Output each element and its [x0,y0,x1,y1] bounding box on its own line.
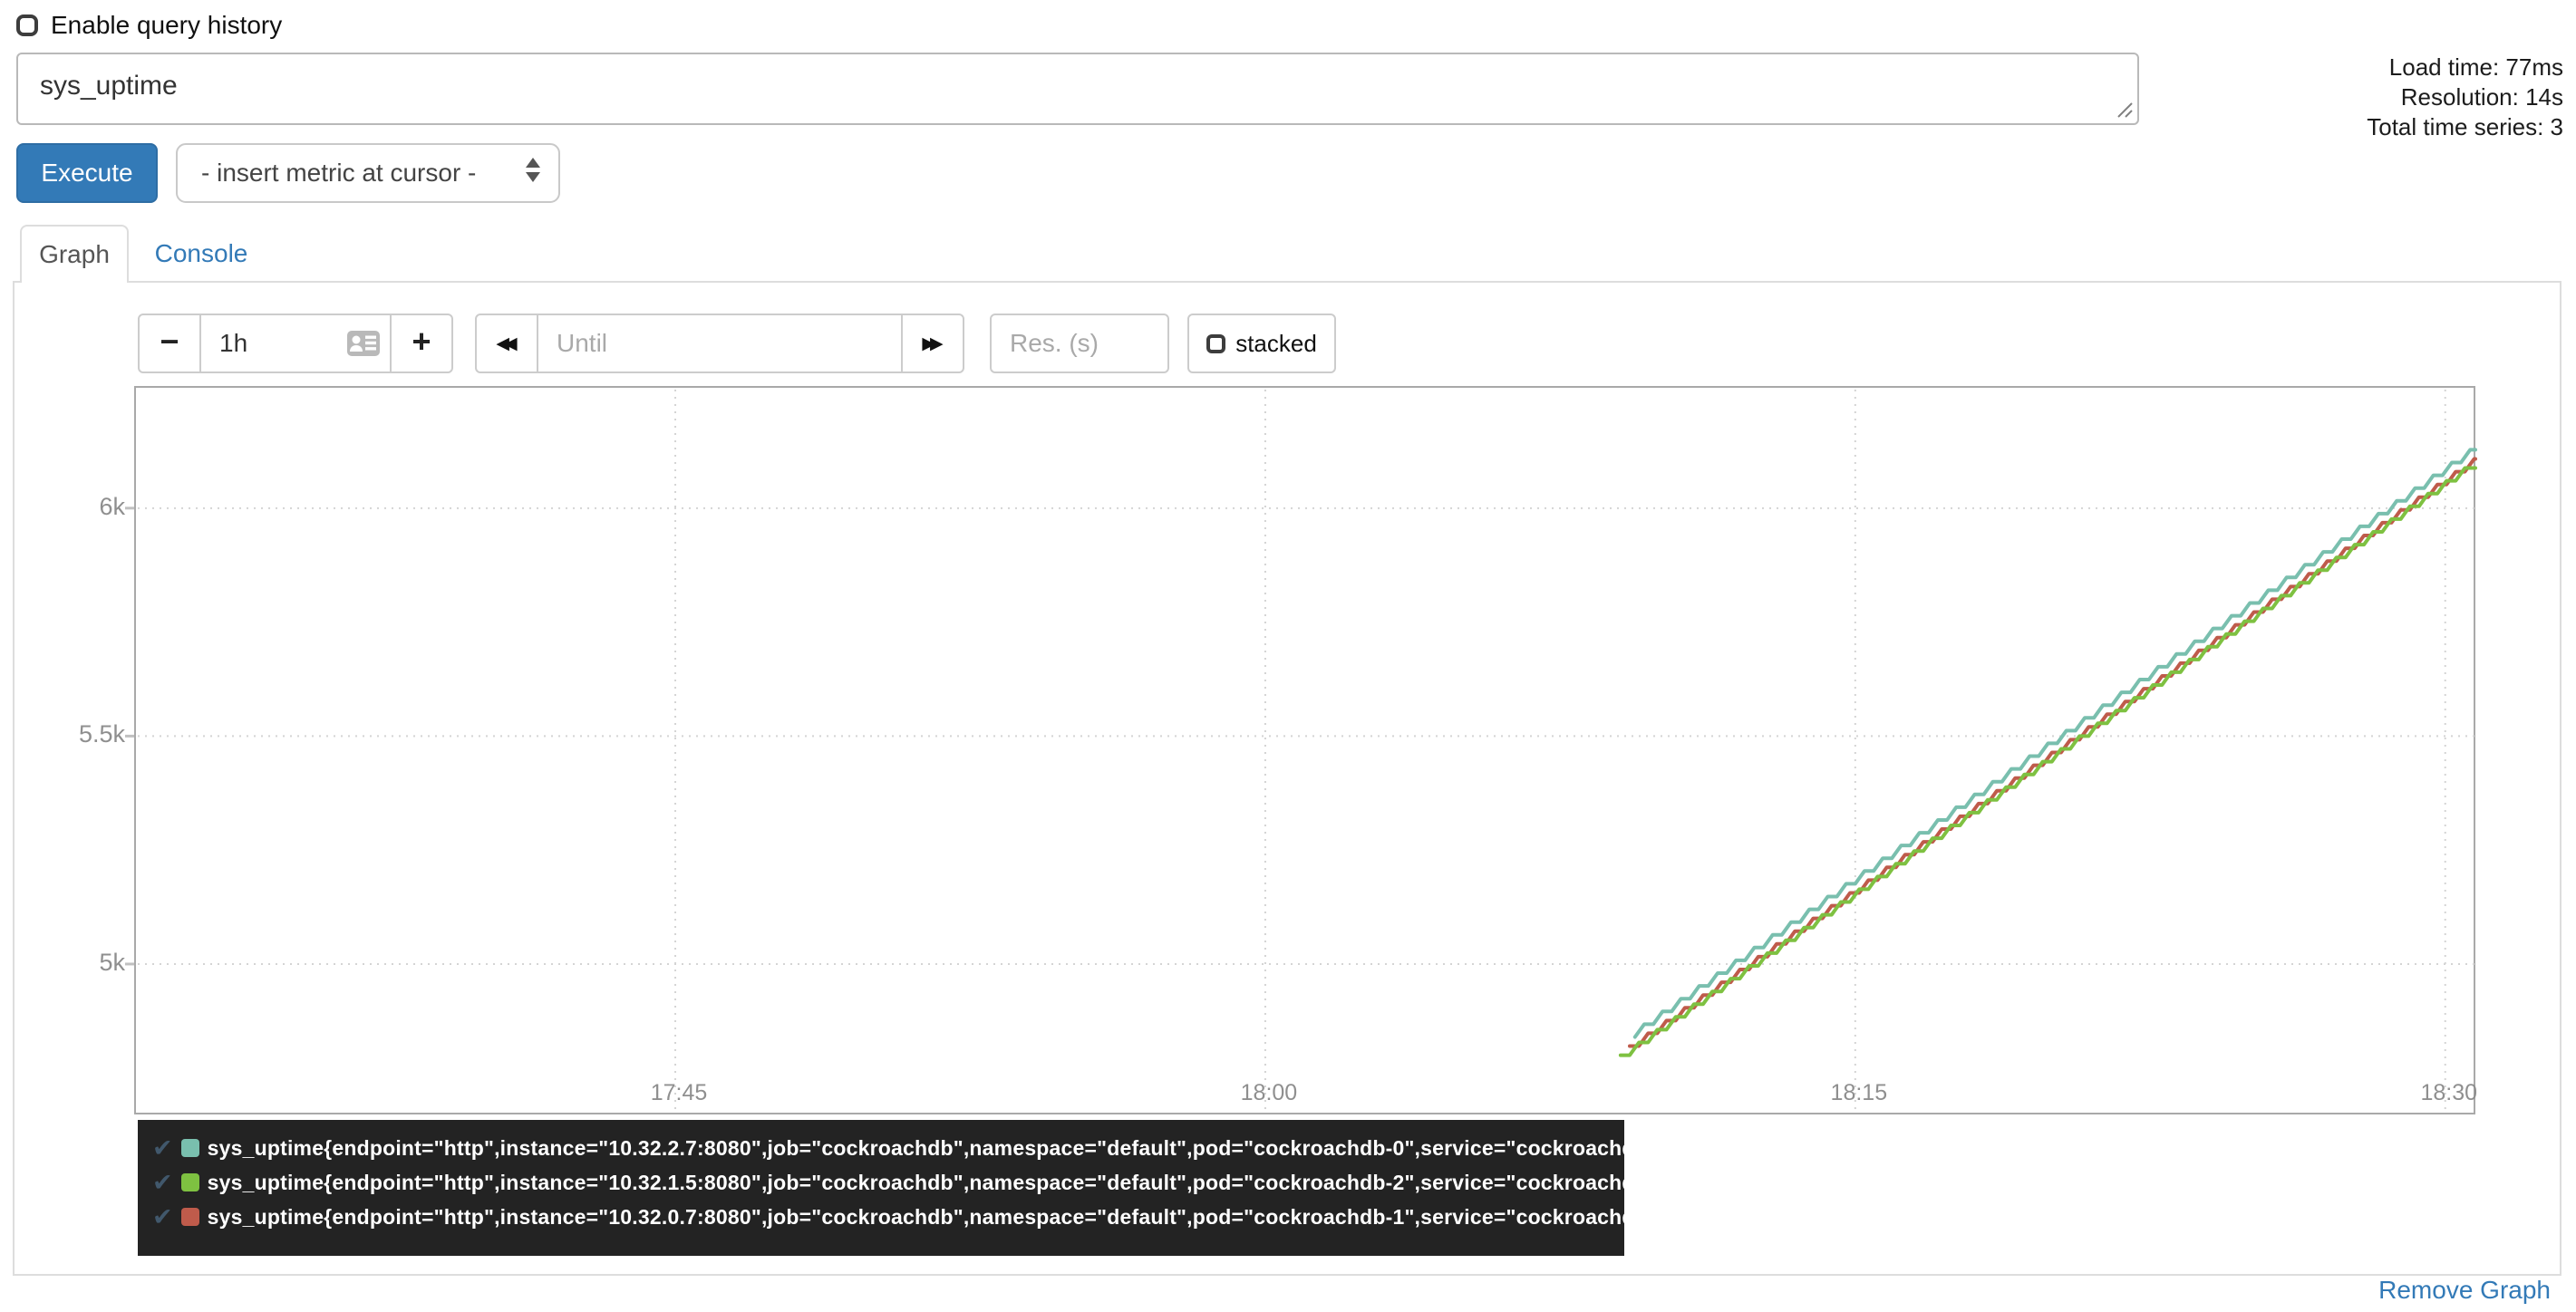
x-tick-label: 18:15 [1830,1080,1888,1105]
y-tick-label: 5.5k [78,720,125,748]
tab-graph-label: Graph [39,240,110,268]
legend-item[interactable]: ✔ sys_uptime{endpoint="http",instance="10… [152,1165,1624,1200]
rewind-icon: ◀◀ [496,333,517,353]
load-time: Load time: 77ms [2388,53,2563,81]
until-input[interactable] [537,314,903,373]
execute-button[interactable]: Execute [16,143,158,203]
total-time-series: Total time series: 3 [2367,113,2563,140]
legend-series-label: sys_uptime{endpoint="http",instance="10.… [207,1204,1624,1229]
legend-check-icon[interactable]: ✔ [152,1134,173,1162]
step-forward-button[interactable]: ▶▶ [901,314,964,373]
legend: ✔ sys_uptime{endpoint="http",instance="10… [138,1120,1624,1256]
resolution: Resolution: 14s [2400,83,2563,111]
stacked-checkbox[interactable] [1206,333,1226,353]
remove-graph-link[interactable]: Remove Graph [2378,1276,2551,1305]
x-tick-label: 18:00 [1240,1080,1298,1105]
stacked-label: stacked [1235,329,1317,357]
tab-console-label: Console [154,239,248,267]
query-stats: Load time: 77ms Resolution: 14s Total ti… [2367,53,2563,142]
query-expression-input[interactable]: sys_uptime [16,53,2139,125]
uptime-chart[interactable]: 17:45 18:00 18:15 18:30 [125,386,2477,1114]
query-history-row: Enable query history [16,11,282,40]
legend-swatch [180,1139,199,1157]
y-tick-label: 6k [99,492,125,520]
x-tick-label: 18:30 [2420,1080,2477,1105]
stacked-toggle-group[interactable]: stacked [1187,314,1336,373]
legend-swatch [180,1173,199,1191]
query-history-label: Enable query history [51,11,283,39]
execute-label: Execute [41,159,133,187]
series-line [1628,457,2477,1048]
legend-series-label: sys_uptime{endpoint="http",instance="10.… [207,1170,1624,1194]
plus-icon: + [412,323,431,360]
legend-series-label: sys_uptime{endpoint="http",instance="10.… [207,1135,1624,1160]
autofill-contact-icon[interactable] [346,330,381,357]
tab-console[interactable]: Console [143,225,259,283]
graph-tab-pane [13,281,2561,1276]
insert-metric-select[interactable]: - insert metric at cursor - [176,143,560,203]
range-control-group: − + [138,314,453,373]
series-line [1632,448,2477,1039]
y-tick-label: 5k [99,948,125,976]
x-tick-label: 17:45 [650,1080,708,1105]
grow-range-button[interactable]: + [390,314,453,373]
legend-check-icon[interactable]: ✔ [152,1202,173,1230]
fast-forward-icon: ▶▶ [922,333,943,353]
select-arrows-icon [526,158,540,182]
chart-canvas [125,390,2477,1114]
legend-item[interactable]: ✔ sys_uptime{endpoint="http",instance="10… [152,1131,1624,1165]
minus-icon: − [160,323,179,360]
legend-check-icon[interactable]: ✔ [152,1168,173,1196]
insert-metric-selected-value: - insert metric at cursor - [201,159,477,187]
resolution-input[interactable] [990,314,1169,373]
query-history-checkbox[interactable] [16,14,38,36]
range-input-wrap [199,314,392,373]
legend-item[interactable]: ✔ sys_uptime{endpoint="http",instance="10… [152,1200,1624,1234]
tab-graph[interactable]: Graph [20,225,129,283]
shrink-range-button[interactable]: − [138,314,201,373]
series-line [1618,466,2477,1057]
arrow-down-icon [526,172,540,182]
step-back-button[interactable]: ◀◀ [475,314,538,373]
time-control-group: ◀◀ ▶▶ [475,314,964,373]
legend-swatch [180,1208,199,1226]
arrow-up-icon [526,158,540,168]
query-expression-wrap: sys_uptime [16,53,2139,125]
remove-graph-label: Remove Graph [2378,1276,2551,1304]
